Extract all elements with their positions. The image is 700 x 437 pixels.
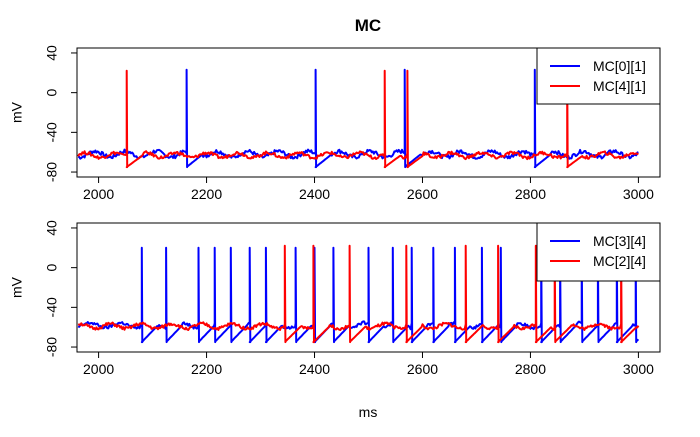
y-tick-label: 40 [44, 220, 60, 236]
x-tick-label: 3000 [623, 186, 654, 202]
top-panel: 2000 2200 2400 2600 2800 3000 -80 -40 0 40 mV MC[0]… [9, 45, 661, 202]
x-tick-label: 2800 [515, 186, 546, 202]
x-tick-label: 2400 [299, 186, 330, 202]
y-tick-label: -40 [44, 297, 60, 317]
series-line-MC[0][1] [78, 68, 639, 169]
x-tick-label: 2600 [407, 361, 438, 377]
plot-frame [76, 47, 661, 178]
legend-label: MC[2][4] [593, 253, 646, 269]
x-axis-label: ms [359, 404, 378, 420]
y-tick-label: -80 [44, 337, 60, 357]
plot-frame [76, 222, 661, 353]
x-tick-label: 2000 [83, 186, 114, 202]
series-line-MC[3][4] [77, 246, 640, 344]
y-tick-label: 0 [44, 264, 60, 272]
x-tick-label: 2600 [407, 186, 438, 202]
legend: MC[0][1] MC[4][1] [536, 47, 661, 105]
legend-label: MC[4][1] [593, 78, 646, 94]
legend-label: MC[0][1] [593, 58, 646, 74]
x-tick-label: 2800 [515, 361, 546, 377]
x-tick-label: 2200 [191, 186, 222, 202]
legend-box [536, 47, 661, 105]
legend-box [536, 222, 661, 282]
x-tick-label: 2000 [83, 361, 114, 377]
bottom-panel: 2000 2200 2400 2600 2800 3000 -80 -40 0 40 mV MC[3]… [9, 220, 661, 377]
y-tick-label: 40 [44, 45, 60, 61]
y-tick-label: 0 [44, 89, 60, 97]
legend-label: MC[3][4] [593, 233, 646, 249]
legend: MC[3][4] MC[2][4] [536, 222, 661, 282]
y-axis-label: mV [9, 101, 25, 123]
series-line-MC[2][4] [77, 244, 640, 344]
y-tick-label: -80 [44, 162, 60, 182]
series-line-MC[4][1] [77, 69, 639, 169]
x-tick-label: 2400 [299, 361, 330, 377]
y-tick-label: -40 [44, 122, 60, 142]
chart-title: MC [355, 16, 381, 35]
y-axis-label: mV [9, 276, 25, 298]
x-tick-label: 2200 [191, 361, 222, 377]
x-tick-label: 3000 [623, 361, 654, 377]
